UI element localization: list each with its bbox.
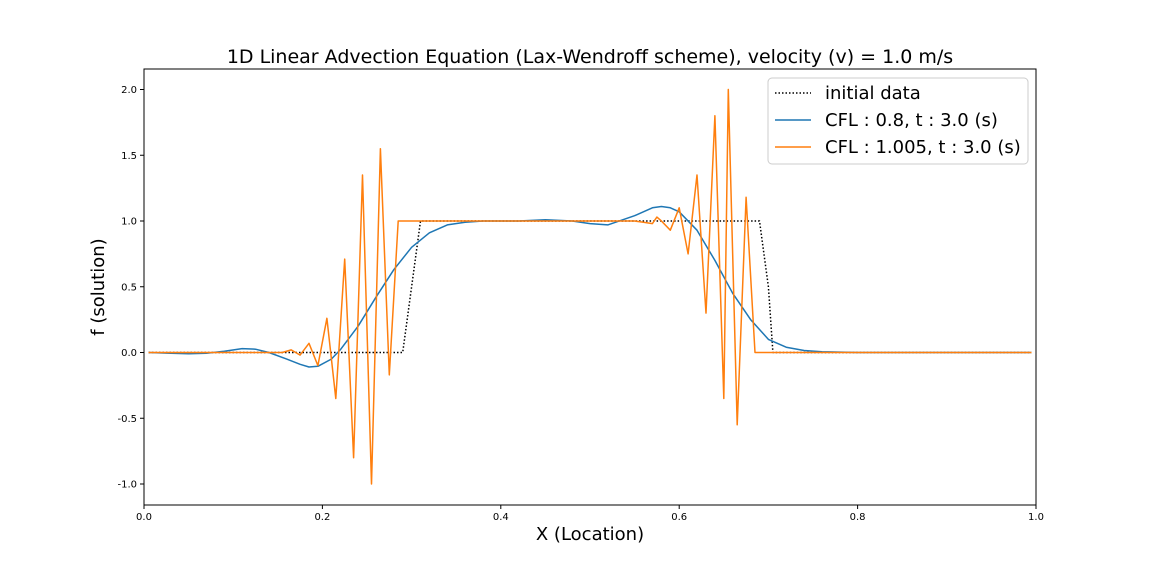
x-tick-label: 0.6 bbox=[671, 512, 687, 523]
axis-ticks: 0.0 0.2 0.4 0.6 0.8 1.0 -1.0 -0.5 0.0 0.5 1.0 1.5 2.… bbox=[117, 85, 1043, 523]
y-tick-label: 1.0 bbox=[121, 217, 137, 228]
x-tick-label: 0.2 bbox=[314, 512, 330, 523]
series-line-0 bbox=[148, 220, 1032, 354]
y-tick-label: 1.5 bbox=[121, 151, 137, 162]
series-lines bbox=[148, 88, 1032, 485]
y-axis-label: f (solution) bbox=[88, 238, 109, 335]
x-tick-label: 1.0 bbox=[1028, 512, 1044, 523]
x-tick-label: 0.4 bbox=[493, 512, 509, 523]
series-line-1 bbox=[148, 205, 1032, 368]
series-line-2 bbox=[148, 88, 1032, 485]
y-tick-label: 0.5 bbox=[121, 282, 137, 293]
y-tick-label: 0.0 bbox=[121, 348, 137, 359]
legend-entry: CFL : 0.8, t : 3.0 (s) bbox=[825, 110, 998, 131]
x-tick-label: 0.8 bbox=[850, 512, 866, 523]
x-axis-label: X (Location) bbox=[536, 524, 644, 545]
x-tick-label: 0.0 bbox=[136, 512, 152, 523]
y-tick-label: 2.0 bbox=[121, 85, 137, 96]
legend: initial data CFL : 0.8, t : 3.0 (s) CFL : … bbox=[767, 77, 1029, 165]
y-tick-label: -0.5 bbox=[117, 414, 137, 425]
y-tick-label: -1.0 bbox=[117, 480, 137, 491]
legend-entry: CFL : 1.005, t : 3.0 (s) bbox=[825, 137, 1021, 158]
legend-box bbox=[767, 77, 1029, 165]
legend-entry: initial data bbox=[825, 83, 921, 104]
chart-title: 1D Linear Advection Equation (Lax-Wendro… bbox=[227, 46, 953, 68]
